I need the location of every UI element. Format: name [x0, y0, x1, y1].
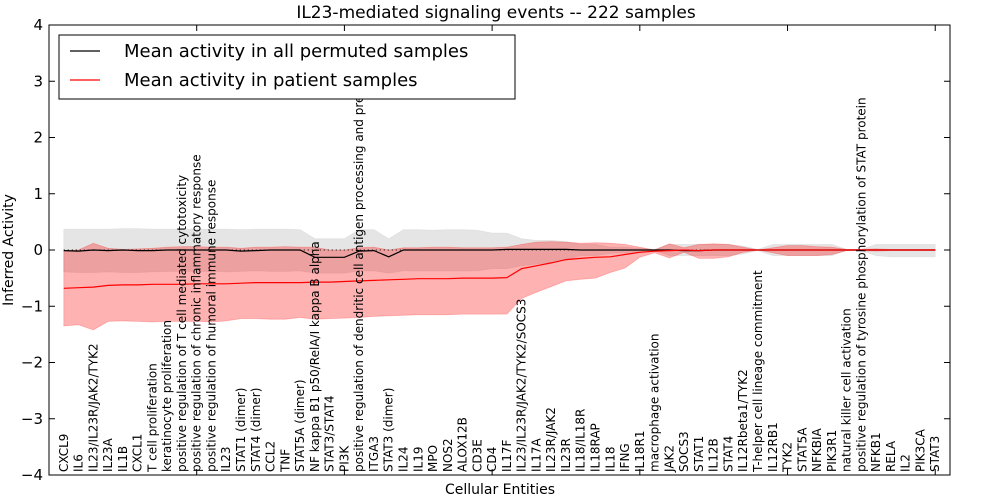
category-label: NFKB1	[869, 432, 883, 472]
category-label: IL18/IL18R	[574, 409, 588, 472]
category-label: IL12B	[707, 438, 721, 472]
category-label: IL18R1	[633, 431, 647, 472]
y-tick-label: −3	[21, 410, 43, 428]
y-tick-label: 3	[33, 72, 43, 90]
category-label: IL17F	[500, 440, 514, 472]
category-label: TNF	[278, 449, 292, 473]
category-label: IL12RB1	[766, 422, 780, 472]
patient-mean-line	[63, 249, 936, 289]
y-tick-label: −2	[21, 354, 43, 372]
category-label: STAT3	[928, 436, 942, 472]
category-label: IL1B	[116, 446, 130, 472]
category-label: IL23R	[559, 438, 573, 472]
y-tick-label: 1	[33, 185, 43, 203]
category-label: IL18RAP	[589, 423, 603, 472]
category-label: IL12Rbeta1/TYK2	[736, 369, 750, 472]
category-label: NFKBIA	[810, 427, 824, 472]
category-labels: CXCL9 IL6 IL23/IL23R/JAK2/TYK2 IL23A IL1B CXC…	[57, 39, 942, 473]
category-label: STAT3 (dimer)	[382, 388, 396, 472]
lines-layer	[63, 248, 936, 289]
category-label: STAT4 (dimer)	[249, 388, 263, 472]
category-label: IL23/IL23R/JAK2/TYK2/SOCS3	[515, 299, 529, 472]
category-label: IL18	[603, 447, 617, 473]
category-label: T cell proliferation	[145, 363, 159, 473]
category-label: keratinocyte proliferation	[160, 320, 174, 472]
category-label: CXCL1	[131, 434, 145, 472]
category-label: TYK2	[781, 442, 795, 473]
legend-label-patient: Mean activity in patient samples	[124, 70, 418, 91]
category-label: natural killer cell activation	[840, 308, 854, 472]
category-label: PIK3R1	[825, 430, 839, 472]
category-label: macrophage activation	[648, 334, 662, 472]
category-label: NF kappa B1 p50/RelA/I kappa B alpha	[308, 241, 322, 472]
category-label: SOCS3	[677, 431, 691, 472]
y-tick-label: −4	[21, 466, 43, 484]
category-label: IFNG	[618, 443, 632, 472]
bands-layer	[63, 228, 936, 331]
category-label: STAT5A	[795, 427, 809, 472]
category-label: positive regulation of dendritic cell an…	[352, 39, 366, 472]
category-label: positive regulation of tyrosine phosphor…	[854, 97, 868, 472]
category-label: IL23/IL23R/JAK2/TYK2	[86, 343, 100, 472]
category-label: IL19	[411, 447, 425, 473]
y-tick-label: 2	[33, 129, 43, 147]
y-axis-title: Inferred Activity	[1, 194, 17, 306]
category-label: NOS2	[441, 438, 455, 472]
category-label: CD3E	[470, 439, 484, 472]
category-label: IL6	[72, 454, 86, 472]
category-label: T-helper cell lineage commitment	[751, 270, 765, 473]
category-label: IL24	[397, 447, 411, 473]
permuted-band	[63, 228, 936, 274]
category-label: CD4	[485, 447, 499, 472]
category-label: IL2	[899, 454, 913, 472]
category-label: STAT5A (dimer)	[293, 379, 307, 472]
category-label: IL23	[219, 447, 233, 473]
y-tick-label: −1	[21, 297, 43, 315]
category-label: positive regulation of chronic inflammat…	[190, 154, 204, 472]
category-label: ITGA3	[367, 436, 381, 472]
chart-title: IL23-mediated signaling events -- 222 sa…	[296, 3, 696, 23]
category-label: PIK3CA	[914, 428, 928, 472]
category-label: positive regulation of T cell mediated c…	[175, 175, 189, 472]
y-tick-label: 0	[33, 241, 43, 259]
category-label: CCL2	[264, 441, 278, 472]
category-label: STAT3/STAT4	[323, 395, 337, 472]
category-label: STAT1 (dimer)	[234, 388, 248, 472]
category-label: ALOX12B	[456, 417, 470, 472]
category-label: JAK2	[662, 445, 676, 473]
y-tick-label: 4	[33, 16, 43, 34]
category-label: PI3K	[337, 445, 351, 472]
category-label: CXCL9	[57, 434, 71, 472]
x-axis-title: Cellular Entities	[445, 482, 555, 498]
category-label: IL17A	[529, 438, 543, 472]
legend: Mean activity in all permuted samples Me…	[58, 34, 516, 100]
category-label: IL23A	[101, 438, 115, 472]
category-label: STAT1	[692, 436, 706, 472]
axis-ticks: −4 −3 −2 −1 0 1 2 3 4	[21, 16, 950, 484]
category-label: RELA	[884, 440, 898, 472]
legend-label-permuted: Mean activity in all permuted samples	[124, 41, 468, 62]
category-label: IL23R/JAK2	[544, 407, 558, 472]
category-label: MPO	[426, 445, 440, 472]
category-label: STAT4	[721, 436, 735, 472]
category-label: positive regulation of humoral immune re…	[205, 180, 219, 472]
legend-box	[58, 34, 516, 100]
